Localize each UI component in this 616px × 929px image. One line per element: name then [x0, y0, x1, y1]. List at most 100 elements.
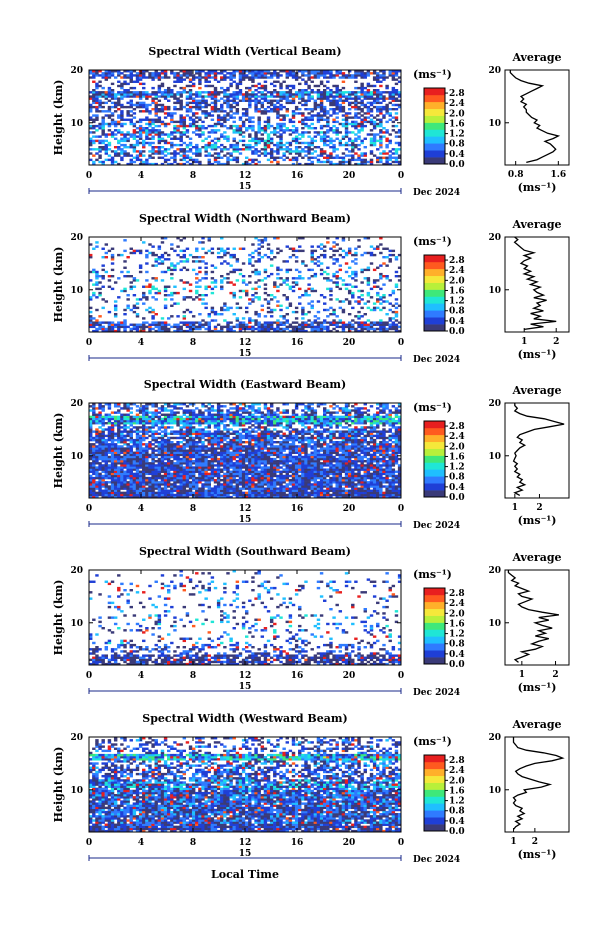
heatmap-cell — [198, 72, 202, 75]
heatmap-cell — [313, 325, 318, 329]
heatmap-cell — [241, 124, 246, 128]
heatmap-cell — [376, 479, 380, 482]
heatmap-cell — [107, 93, 112, 96]
heatmap-cell — [210, 154, 215, 157]
heatmap-cell — [394, 141, 399, 145]
heatmap-cell — [369, 321, 374, 324]
heatmap-cell — [288, 70, 293, 73]
heatmap-cell — [379, 139, 383, 143]
heatmap-cell — [288, 158, 293, 162]
heatmap-cell — [379, 76, 383, 79]
heatmap-cell — [369, 95, 374, 98]
heatmap-cell — [226, 99, 230, 102]
heatmap-cell — [298, 323, 302, 326]
heatmap-cell — [294, 105, 299, 109]
heatmap-cell — [304, 70, 308, 73]
heatmap-cell — [269, 110, 274, 113]
heatmap-cell — [170, 476, 174, 480]
heatmap-cell — [188, 253, 193, 257]
heatmap-cell — [326, 493, 330, 497]
heatmap-cell — [132, 491, 137, 495]
heatmap-cell — [160, 476, 165, 480]
heatmap-cell — [226, 86, 230, 90]
heatmap-cell — [191, 99, 196, 102]
heatmap-cell — [344, 120, 349, 124]
heatmap-cell — [397, 141, 402, 145]
heatmap-cell — [107, 76, 112, 79]
heatmap-cell — [266, 329, 271, 333]
heatmap-cell — [207, 476, 211, 480]
heatmap-cell — [176, 143, 180, 147]
heatmap-cell — [235, 495, 240, 499]
heatmap-cell — [288, 323, 293, 326]
heatmap-cell — [132, 133, 137, 136]
heatmap-cell — [257, 141, 261, 145]
heatmap-cell — [117, 97, 121, 100]
heatmap-cell — [379, 110, 383, 113]
heatmap-cell — [163, 237, 168, 240]
heatmap-cell — [363, 327, 367, 331]
heatmap-cell — [226, 95, 230, 98]
heatmap-cell — [279, 323, 283, 326]
heatmap-cell — [260, 495, 265, 499]
heatmap-cell — [269, 491, 274, 495]
heatmap-cell — [323, 270, 327, 274]
heatmap-cell — [163, 483, 168, 486]
heatmap-cell — [388, 327, 392, 331]
heatmap-cell — [176, 245, 180, 248]
heatmap-cell — [248, 253, 252, 257]
heatmap-cell — [107, 72, 112, 75]
heatmap-cell — [344, 124, 349, 128]
heatmap-cell — [92, 485, 96, 488]
heatmap-cell — [126, 495, 130, 499]
heatmap-cell — [341, 308, 346, 312]
heatmap-cell — [101, 148, 105, 151]
heatmap-cell — [120, 495, 124, 499]
heatmap-cell — [98, 487, 102, 490]
heatmap-cell — [241, 472, 246, 476]
heatmap-cell — [335, 154, 339, 157]
heatmap-cell — [388, 141, 392, 145]
heatmap-cell — [372, 268, 377, 272]
heatmap-cell — [210, 489, 215, 492]
heatmap-cell — [319, 70, 324, 73]
heatmap-cell — [179, 260, 183, 263]
heatmap-cell — [207, 131, 211, 134]
heatmap-cell — [107, 70, 112, 73]
heatmap-cell — [101, 95, 105, 98]
heatmap-cell — [319, 262, 324, 265]
heatmap-cell — [220, 308, 224, 312]
heatmap-cell — [98, 70, 102, 73]
heatmap-cell — [341, 256, 346, 259]
heatmap-cell — [89, 124, 93, 128]
heatmap-cell — [95, 281, 99, 284]
heatmap-cell — [145, 491, 149, 495]
heatmap-cell — [204, 127, 208, 130]
heatmap-cell — [92, 131, 96, 134]
heatmap-cell — [157, 489, 162, 492]
heatmap-cell — [138, 249, 143, 253]
heatmap-cell — [110, 256, 115, 259]
heatmap-cell — [382, 105, 386, 109]
heatmap-cell — [351, 260, 355, 263]
heatmap-cell — [241, 70, 246, 73]
heatmap-cell — [238, 80, 243, 83]
heatmap-cell — [151, 253, 155, 257]
heatmap-cell — [391, 493, 396, 497]
heatmap-cell — [338, 485, 343, 488]
heatmap-cell — [163, 116, 168, 119]
heatmap-cell — [298, 162, 302, 166]
heatmap-cell — [229, 84, 233, 88]
heatmap-cell — [388, 162, 392, 166]
heatmap-cell — [288, 84, 293, 88]
heatmap-cell — [182, 116, 187, 119]
heatmap-cell — [107, 285, 112, 288]
heatmap-cell — [213, 78, 218, 81]
heatmap-cell — [220, 110, 224, 113]
heatmap-cell — [213, 101, 218, 105]
heatmap-cell — [288, 483, 293, 486]
heatmap-cell — [307, 287, 311, 291]
heatmap-cell — [120, 116, 124, 119]
heatmap-cell — [135, 495, 140, 499]
heatmap-cell — [213, 86, 218, 90]
